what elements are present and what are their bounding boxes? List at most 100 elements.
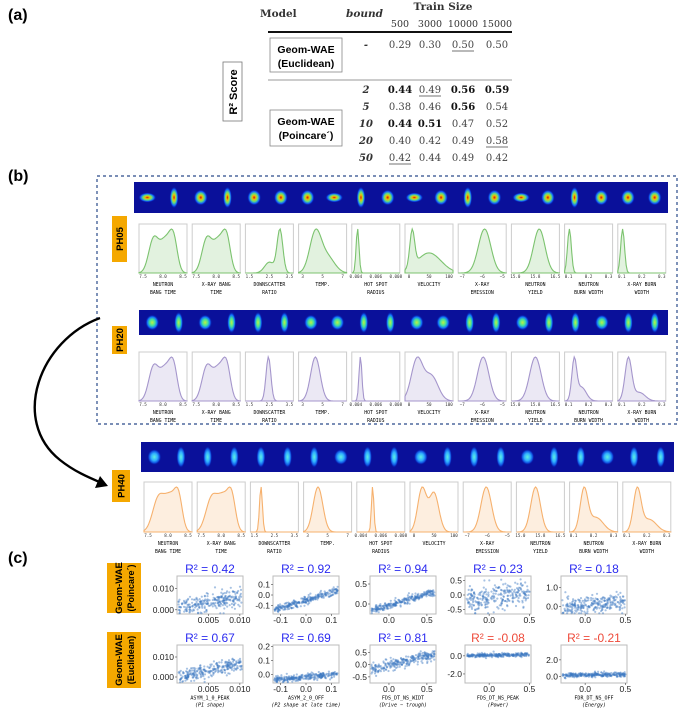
scatter-point	[316, 673, 319, 677]
scatter-point	[523, 653, 526, 656]
scatter-point	[523, 590, 526, 594]
density-curve	[458, 228, 507, 274]
scatter-point	[304, 674, 307, 677]
scatter-point	[216, 599, 219, 602]
bound-value: 50	[359, 153, 373, 164]
scatter-point	[433, 591, 436, 594]
scatter-point	[277, 606, 280, 609]
scatter-point	[621, 672, 624, 675]
scatter-point	[203, 665, 206, 668]
scatter-point	[295, 677, 298, 680]
scatter-point	[396, 601, 399, 605]
y-tick-label: 0.000	[153, 672, 175, 682]
scatter-point	[189, 667, 193, 670]
scatter-point	[478, 655, 481, 658]
scatter-point	[623, 606, 626, 609]
scatter-point	[333, 673, 336, 677]
scatter-point	[517, 586, 521, 589]
scatter-point	[381, 607, 384, 611]
variable-name-line2: WIDTH	[635, 290, 650, 296]
scatter-point	[525, 597, 528, 600]
scatter-point	[497, 655, 500, 658]
scatter-point	[225, 664, 228, 667]
tick-label: −5	[500, 402, 506, 407]
scatter-point	[425, 593, 428, 596]
scatter-point	[382, 660, 385, 663]
variable-name-line2: EMISSION	[471, 418, 494, 424]
scatter-point	[426, 655, 429, 658]
scatter-point	[287, 605, 290, 608]
scatter-point	[282, 680, 285, 683]
scatter-point	[566, 608, 569, 611]
scatter-point	[185, 610, 188, 613]
scatter-point	[386, 666, 389, 669]
tick-label: 7.5	[197, 533, 205, 538]
scatter-point	[609, 674, 613, 677]
scatter-point	[273, 678, 276, 682]
model-name-box	[269, 109, 343, 147]
variable-name: NEUTRON	[525, 282, 545, 288]
scatter-point	[484, 596, 487, 600]
scatter-point	[318, 673, 321, 676]
scatter-point	[310, 598, 313, 601]
scatter-point	[516, 653, 519, 656]
scatter-point	[302, 600, 305, 603]
scatter-point	[385, 604, 388, 607]
plot-frame	[356, 481, 406, 533]
tick-label: 0	[408, 274, 411, 279]
scatter-point	[277, 677, 280, 680]
scatter-point	[226, 667, 229, 671]
scatter-point	[393, 602, 396, 605]
scatter-point	[523, 654, 526, 657]
tick-label: 0.2	[585, 402, 593, 407]
scatter-point	[333, 675, 336, 678]
scatter-point	[296, 605, 299, 609]
scatter-point	[197, 602, 200, 606]
tick-label: 5	[326, 533, 329, 538]
scatter-point	[500, 602, 503, 605]
scatter-point	[189, 605, 192, 609]
scatter-point	[514, 652, 517, 655]
scatter-point	[230, 668, 233, 671]
scatter-point	[505, 654, 508, 657]
scatter-point	[336, 590, 339, 593]
scatter-point	[482, 593, 485, 596]
scatter-point	[573, 602, 576, 605]
scatter-point	[472, 591, 475, 595]
scatter-point	[611, 600, 614, 604]
scatter-point	[517, 589, 521, 592]
scatter-point	[196, 677, 199, 680]
scatter-point	[221, 600, 224, 604]
scatter-point	[620, 599, 623, 602]
y-tick-label: 0.0	[355, 660, 367, 670]
scatter-point	[182, 670, 185, 674]
scatter-point	[304, 600, 307, 604]
scatter-point	[184, 674, 187, 677]
x-axis-label: ASYM_2_0_OFF	[288, 696, 324, 702]
scatter-point	[290, 677, 294, 680]
scatter-point	[506, 654, 509, 657]
scatter-point	[606, 598, 609, 601]
scatter-point	[429, 657, 432, 660]
scatter-point	[230, 666, 233, 670]
scatter-point	[191, 610, 194, 613]
scatter-point	[393, 599, 396, 602]
scatter-point	[304, 600, 307, 603]
scatter-point	[506, 598, 509, 601]
scatter-point	[492, 592, 495, 595]
scatter-point	[420, 656, 423, 660]
scatter-point	[583, 673, 586, 676]
scatter-point	[569, 604, 572, 607]
scatter-point	[287, 603, 290, 607]
scatter-point	[569, 673, 572, 676]
scatter-point	[498, 653, 501, 656]
scatter-point	[287, 605, 291, 608]
scatter-point	[323, 675, 326, 678]
scatter-point	[595, 601, 598, 604]
scatter-point	[226, 597, 229, 600]
scatter-point	[409, 655, 412, 659]
scatter-point	[370, 607, 373, 610]
